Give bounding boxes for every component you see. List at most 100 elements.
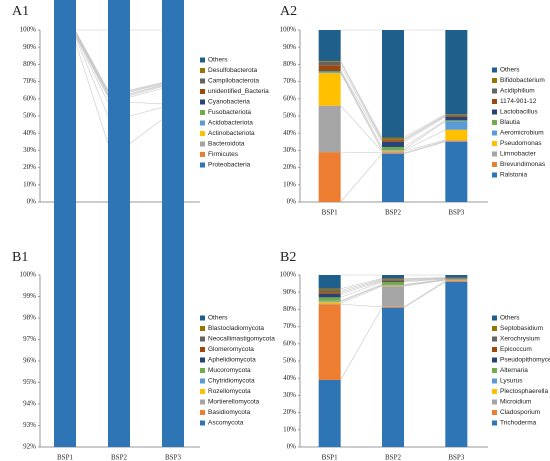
legend-label: Fusobacteriota [208,109,251,116]
legend-label: Alternaria [500,367,528,374]
bar-segment [445,277,468,279]
link-line [340,278,383,290]
legend-label: Xerochrysium [500,336,540,343]
y-tick-label: 100% [20,271,37,279]
y-tick-label: 0% [287,198,297,206]
legend-swatch [200,378,205,384]
legend-label: Blautia [500,119,520,126]
bar-segment [445,140,468,142]
x-tick-label: BSP1 [322,454,338,461]
link-line [75,34,109,95]
bar-segment [382,280,404,282]
link-line [340,60,383,138]
legend-swatch [492,399,497,405]
link-line [75,33,109,94]
bar-segment [318,73,341,106]
link-line [340,279,383,291]
bar-segment [318,72,341,73]
link-line [340,153,383,203]
bar-segment [318,30,341,61]
legend-label: Cladosporium [500,409,540,416]
link-line [340,72,383,151]
legend-swatch [492,420,497,426]
legend-label: Aphelidiomycota [208,357,256,364]
legend-swatch [200,336,205,342]
bar-segment [318,290,341,293]
bar-segment [445,141,468,202]
legend-label: unidentified_Bacteria [208,88,269,95]
legend-swatch [200,420,205,426]
legend-swatch [492,378,497,384]
bar-segment [318,379,341,447]
link-line [75,35,109,96]
legend-swatch [492,130,497,136]
legend-label: Glomeromycota [208,346,254,353]
y-tick-label: 100% [280,26,297,34]
legend-swatch [200,347,205,352]
y-tick-label: 96% [23,357,36,365]
link-line [75,35,109,98]
link-line [403,280,446,308]
y-tick-label: 10% [23,180,36,188]
link-line [75,43,109,144]
panel-label: A2 [280,4,297,19]
y-tick-label: 80% [23,60,36,68]
bar-segment [382,140,404,142]
y-tick-label: 80% [283,60,296,68]
link-line [129,101,163,105]
legend-label: 1174-901-12 [500,98,537,105]
link-line [403,278,446,283]
legend-label: Others [208,57,228,64]
link-line [403,139,446,152]
legend-label: Acidobacteriota [208,120,253,127]
x-tick-label: BSP2 [385,454,401,461]
legend-label: Brevundimonas [500,161,546,168]
legend-swatch [200,368,205,373]
legend-swatch [492,120,497,125]
bar-segment [318,61,341,66]
bar-segment [382,152,404,154]
legend-swatch [200,99,205,105]
legend-label: Cyanobacteria [208,99,250,106]
link-line [403,279,446,285]
bar-segment [445,280,468,282]
bar-segment [318,288,341,291]
link-line [403,277,446,280]
x-tick-label: BSP1 [322,209,338,217]
link-line [75,31,109,91]
legend-label: Others [208,315,228,322]
y-tick-label: 70% [283,322,296,330]
link-line [403,114,446,138]
link-line [403,279,446,286]
legend-swatch [200,315,205,321]
bar-segment [382,284,404,286]
legend-swatch [492,336,497,342]
legend-label: Desulfobacterota [208,67,258,74]
legend-swatch [200,110,205,115]
bar-segment [445,114,468,116]
link-line [129,85,163,95]
legend-swatch [492,315,497,321]
y-tick-label: 40% [283,374,296,382]
legend-swatch [200,141,205,147]
bar-segment [318,297,341,301]
bar-segment [318,292,341,294]
y-tick-label: 60% [283,339,296,347]
y-tick-label: 100% [280,271,297,279]
bar-segment [445,129,468,141]
link-line [340,71,383,150]
legend-swatch [492,347,497,352]
bar-segment [382,151,404,153]
link-line [340,303,383,308]
legend-swatch [492,67,497,73]
legend-swatch [200,326,205,331]
y-tick-label: 30% [23,146,36,154]
bar-segment [445,281,468,447]
y-tick-label: 60% [23,94,36,102]
link-line [403,281,446,308]
bar-segment [382,306,404,308]
link-line [340,70,383,142]
legend-label: Mucoromycota [208,367,251,374]
link-line [129,83,163,93]
